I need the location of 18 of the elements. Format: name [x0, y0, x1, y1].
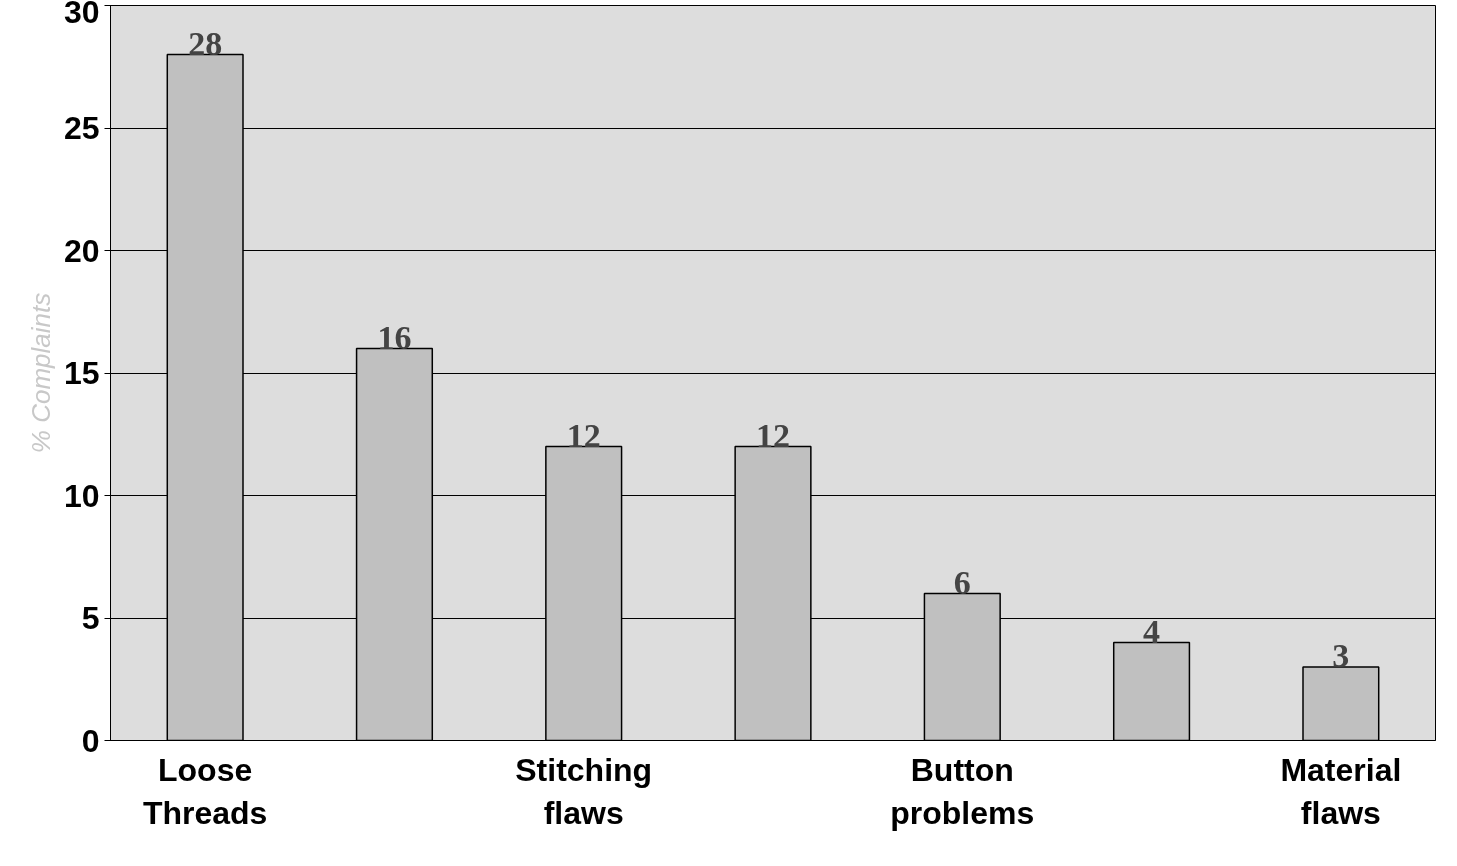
y-tick-label: 15 — [63, 355, 100, 391]
data-label: 12 — [566, 416, 601, 454]
y-tick-label: 10 — [63, 477, 100, 514]
data-label: 4 — [1143, 612, 1161, 650]
data-label: 16 — [377, 318, 412, 356]
y-tick-label: 5 — [81, 600, 100, 636]
data-label: 3 — [1332, 637, 1350, 674]
y-tick-label: 30 — [63, 0, 100, 30]
data-label: 28 — [188, 24, 223, 62]
x-tick-label: Stitching flaws — [515, 751, 653, 831]
x-tick-label: Material flaws — [1280, 751, 1402, 831]
y-tick-label: 25 — [63, 110, 100, 146]
y-tick-label: 0 — [81, 722, 100, 759]
data-label: 12 — [756, 416, 790, 454]
data-label: 6 — [953, 563, 971, 601]
y-tick-label: 20 — [63, 232, 100, 269]
x-tick-label: Button problems — [890, 751, 1035, 831]
x-tick-label: Loose Threads — [142, 751, 268, 831]
